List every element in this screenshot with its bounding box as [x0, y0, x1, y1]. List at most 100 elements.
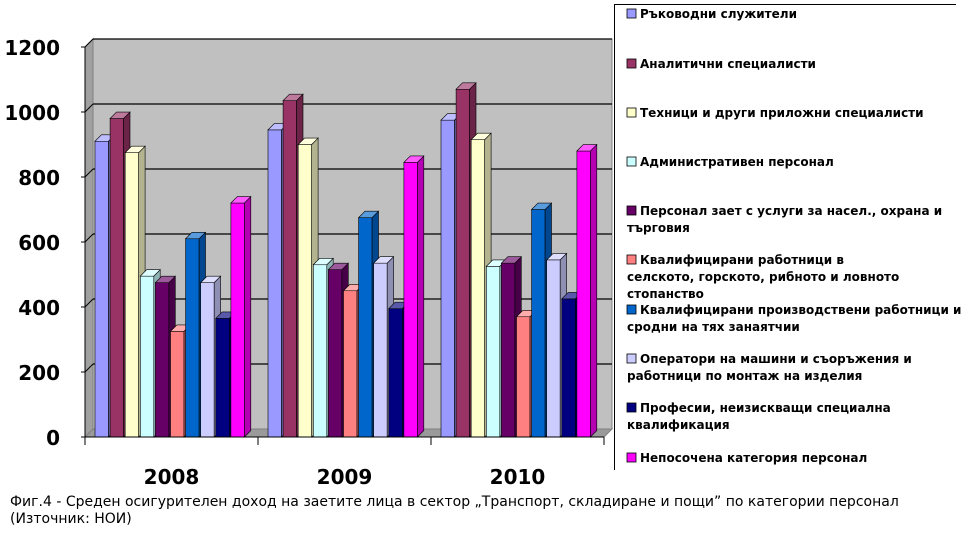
bar-front [501, 262, 516, 438]
bar-front [546, 259, 561, 438]
legend-label: сродни на тях занаятчии [627, 320, 800, 334]
gridline-side [84, 38, 94, 48]
legend-label: Административен персонал [640, 155, 834, 169]
legend-frame [614, 4, 956, 470]
bar-front [388, 308, 403, 438]
bar-side [590, 143, 598, 438]
bar-top [184, 232, 207, 240]
bar-front [155, 282, 170, 438]
gridline-side [84, 298, 94, 308]
bar-top [199, 275, 222, 283]
bar-front [328, 269, 343, 438]
bar-top [139, 269, 161, 277]
bar-front [297, 144, 313, 438]
legend-item-9: Професии, неизискващи специална квалифика… [626, 401, 891, 432]
legend-swatch [626, 205, 637, 216]
bar-front [531, 209, 546, 438]
gridline-side [84, 103, 94, 113]
legend-label: Непосочена категория персонал [640, 451, 867, 465]
legend-swatch [626, 353, 637, 364]
legend-label: селското, горското, рибното и ловното [627, 270, 899, 284]
bar-front [124, 152, 139, 438]
y-tick-label: 1000 [4, 101, 60, 125]
legend-item-4: Административен персонал [626, 155, 834, 169]
legend-swatch [626, 8, 637, 19]
x-tick-label: 2009 [317, 465, 373, 489]
bar-front [470, 139, 486, 438]
figure-caption: Фиг.4 - Среден осигурителен доход на зае… [10, 494, 899, 527]
legend-label: Оператори на машини и съоръжения и [640, 352, 912, 366]
y-tick-label: 400 [18, 296, 60, 320]
bar-side [244, 195, 252, 438]
x-tick-label: 2010 [490, 465, 546, 489]
bars-group [94, 82, 598, 438]
bar-front [185, 238, 200, 438]
bar-top [282, 93, 304, 101]
y-tick-label: 200 [18, 361, 60, 385]
legend-label: квалификация [627, 418, 730, 432]
gridline-side [84, 233, 94, 243]
bar-front [403, 162, 418, 438]
legend-label: Квалифицирани работници в [640, 253, 844, 267]
bar-top [455, 82, 477, 90]
bar-front [373, 262, 388, 438]
bar-top [357, 210, 380, 218]
y-tick-label: 600 [18, 231, 60, 255]
legend-label: търговия [627, 221, 690, 235]
bar-top [500, 256, 523, 264]
legend-item-2: Аналитични специалисти [626, 57, 816, 71]
bar-front [230, 202, 245, 438]
legend-item-8: Оператори на машини и съоръжения и работн… [626, 352, 912, 383]
bar-2009-10 [403, 155, 425, 438]
gridline-side [84, 168, 94, 178]
bar-front [215, 318, 230, 438]
legend-item-6: Квалифицирани работници в селското, горск… [626, 253, 899, 301]
y-tick-label: 1200 [4, 36, 60, 60]
legend-swatch [626, 402, 637, 413]
y-tick-label: 800 [18, 166, 60, 190]
bar-top [154, 275, 177, 283]
legend-item-10: Непосочена категория персонал [626, 451, 867, 465]
x-tick-label: 2008 [144, 465, 200, 489]
bar-front [358, 217, 373, 438]
bar-top [403, 155, 425, 163]
bar-side [417, 155, 425, 438]
bar-top [470, 132, 492, 140]
bar-top [372, 256, 395, 264]
legend-swatch [626, 452, 637, 463]
legend-label: Ръководни служители [640, 7, 797, 21]
gridline-side [84, 363, 94, 373]
bar-top [312, 258, 334, 266]
bar-top [530, 202, 553, 210]
bar-front [109, 118, 124, 438]
legend-label: Техници и други приложни специалисти [640, 106, 924, 120]
bar-2008-10 [230, 195, 252, 438]
bar-front [267, 129, 282, 438]
bar-top [576, 144, 598, 152]
legend-item-3: Техници и други приложни специалисти [626, 106, 924, 120]
bar-front [282, 100, 297, 438]
bar-front [170, 331, 185, 438]
legend-item-5: Персонал зает с услуги за насел., охрана… [626, 204, 942, 235]
bar-top [109, 111, 131, 119]
bar-front [94, 140, 109, 438]
bar-front [140, 275, 155, 438]
bar-top [297, 137, 319, 145]
bar-front [561, 298, 576, 438]
legend-item-1: Ръководни служители [626, 7, 797, 21]
legend-swatch [626, 304, 637, 315]
bar-front [485, 266, 501, 438]
legend-label: стопанство [627, 287, 704, 301]
bar-top [230, 196, 252, 204]
legend-label: Квалифицирани производствени работници и [640, 303, 961, 317]
legend-swatch [626, 107, 637, 118]
legend-swatch [626, 156, 637, 167]
bar-front [440, 119, 455, 438]
bar-front [516, 316, 531, 438]
bar-top [327, 262, 350, 270]
y-tick-label: 0 [46, 426, 60, 450]
legend-label: Персонал зает с услуги за насел., охрана… [640, 204, 942, 218]
bar-front [200, 282, 215, 438]
